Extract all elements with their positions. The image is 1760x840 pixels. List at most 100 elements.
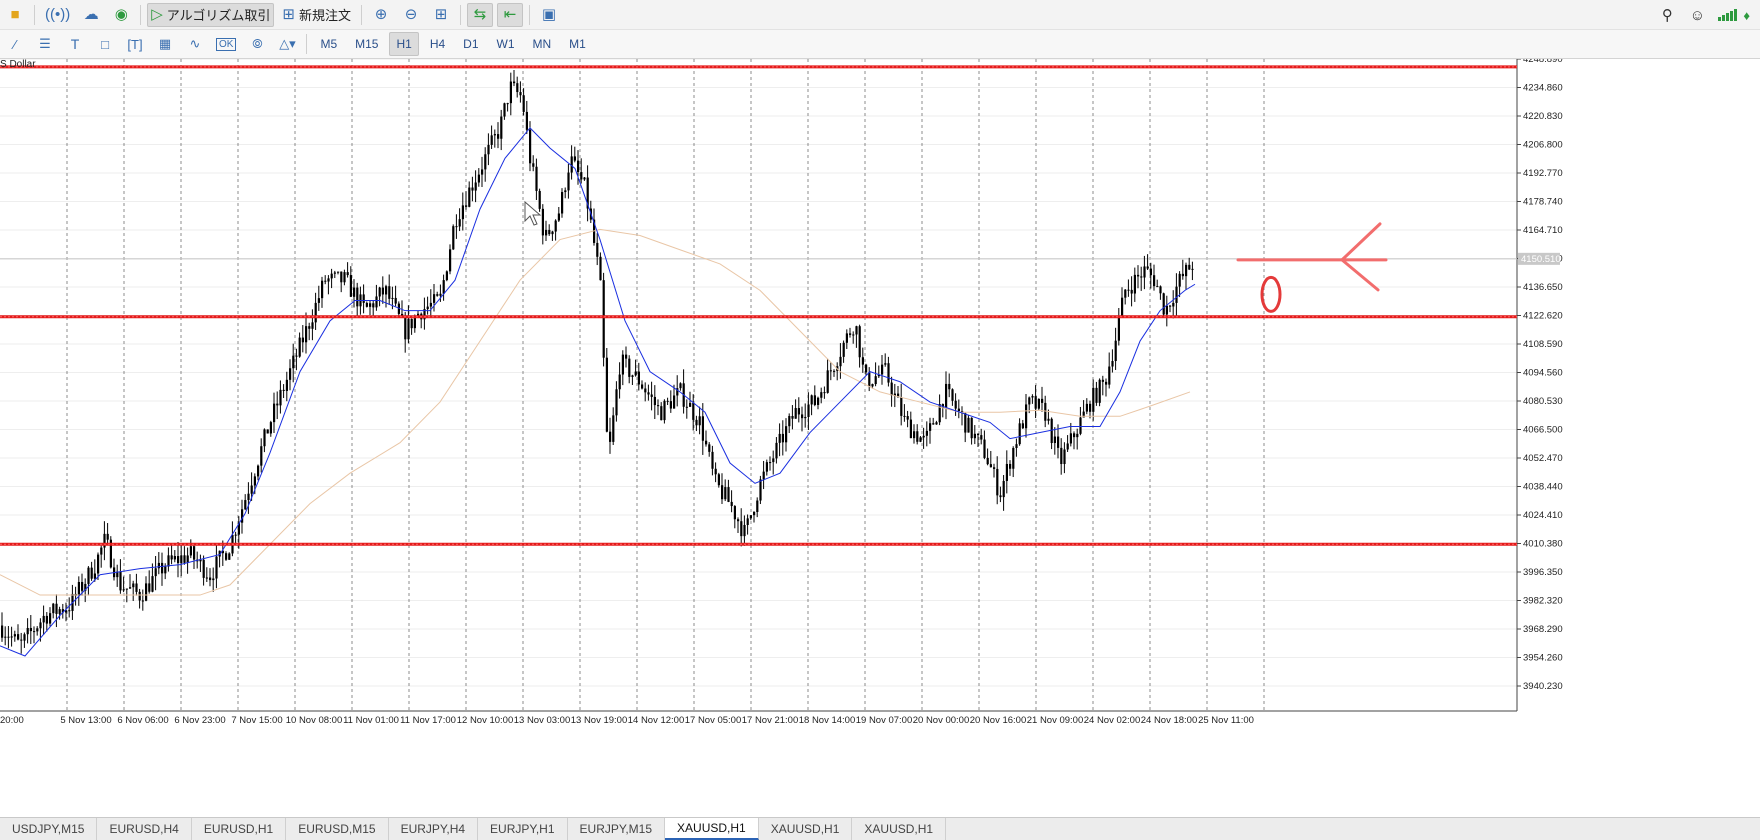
candle-body: [244, 500, 247, 510]
price-tick-label: 3982.320: [1523, 596, 1563, 607]
price-tick-label: 4136.650: [1523, 282, 1563, 293]
price-tick-label: 4038.440: [1523, 482, 1563, 493]
candle-body: [919, 437, 922, 442]
candle-body: [676, 388, 679, 396]
candle-body: [756, 500, 759, 512]
candle-body: [842, 342, 845, 357]
template-button[interactable]: ⦾: [244, 32, 270, 56]
candle-body: [477, 174, 480, 183]
candle-body: [567, 172, 570, 191]
ok-button[interactable]: OK: [212, 32, 240, 56]
vps-button[interactable]: ◉: [108, 3, 134, 27]
candle-body: [929, 423, 932, 431]
screenshot-button[interactable]: ▣: [536, 3, 562, 27]
candle-body: [625, 354, 628, 359]
candle-body: [810, 395, 813, 405]
zoom-in-button[interactable]: ⊕: [368, 3, 394, 27]
chart-tab[interactable]: USDJPY,M15: [0, 818, 98, 840]
lock-button[interactable]: ■: [2, 3, 28, 27]
chart-tab[interactable]: XAUUSD,H1: [759, 818, 853, 840]
timeframe-button-m5[interactable]: M5: [320, 37, 338, 51]
chart-tab[interactable]: EURUSD,H1: [192, 818, 287, 840]
candle-body: [90, 567, 93, 579]
candle-body: [989, 464, 992, 468]
candle-body: [458, 219, 461, 227]
price-tick-label: 4066.500: [1523, 425, 1563, 436]
market-button[interactable]: ☁: [78, 3, 104, 27]
candle-body: [45, 615, 48, 624]
tile-windows-button[interactable]: ⊞: [428, 3, 454, 27]
candle-body: [977, 433, 980, 436]
candle-body: [906, 416, 909, 420]
chart-tab[interactable]: EURUSD,H4: [97, 818, 192, 840]
chart-tab[interactable]: EURJPY,H4: [389, 818, 479, 840]
channel-icon: ☰: [39, 36, 51, 51]
candle-body: [1050, 418, 1053, 444]
candle-body: [490, 135, 493, 145]
candle-body: [81, 581, 84, 591]
candle-body: [599, 256, 602, 281]
chart-shift-button[interactable]: ⇤: [497, 2, 523, 27]
candle-body: [167, 555, 170, 567]
chart-area[interactable]: 4248.890 4234.860 4220.830 4206.800 4192.770…: [0, 59, 1760, 817]
chart-tab[interactable]: EURJPY,M15: [568, 818, 666, 840]
auto-scroll-button[interactable]: ⇆: [467, 2, 493, 27]
chart-tab[interactable]: EURUSD,M15: [286, 818, 389, 840]
candle-body: [916, 431, 919, 442]
candle-body: [967, 417, 970, 433]
annotation-circle: [1260, 275, 1282, 313]
timeframe-button-h4[interactable]: H4: [429, 37, 446, 51]
candle-body: [7, 636, 10, 638]
candle-body: [481, 169, 484, 175]
timeframe-button-h1[interactable]: H1: [389, 32, 419, 56]
account-button[interactable]: ☺: [1684, 3, 1710, 27]
candle-body: [791, 416, 794, 419]
timeframe-button-m15[interactable]: M15: [355, 37, 379, 51]
shapes-dropdown-button[interactable]: △▾: [274, 32, 300, 56]
indicators-button[interactable]: ∿: [182, 32, 208, 56]
timeframe-button-w1[interactable]: W1: [496, 37, 515, 51]
price-tick-label: 4248.890: [1523, 59, 1563, 65]
candle-body: [177, 556, 180, 564]
candle-body: [1034, 396, 1037, 409]
zoom-out-button[interactable]: ⊖: [398, 3, 424, 27]
label-tool-button[interactable]: [T]: [122, 32, 148, 56]
price-tick-label: 3968.290: [1523, 624, 1563, 635]
signals-button[interactable]: ((•)): [41, 3, 74, 27]
candle-body: [212, 578, 215, 581]
candle-body: [753, 511, 756, 516]
candle-body: [727, 487, 730, 502]
candle-body: [487, 144, 490, 155]
chart-tab[interactable]: EURJPY,H1: [478, 818, 568, 840]
timeframe-button-d1[interactable]: D1: [463, 37, 479, 51]
candle-body: [183, 555, 186, 563]
shape-tool-button[interactable]: □: [92, 32, 118, 56]
candle-body: [241, 509, 244, 523]
candle-body: [957, 408, 960, 412]
price-chart[interactable]: 4248.890 4234.860 4220.830 4206.800 4192.770…: [0, 59, 1760, 817]
algo-trading-button[interactable]: ▷ アルゴリズム取引: [147, 2, 275, 27]
candle-body: [1053, 436, 1056, 444]
search-button[interactable]: ⚲: [1654, 3, 1680, 27]
candle-body: [535, 166, 538, 191]
candle-body: [1165, 305, 1168, 315]
text-tool-button[interactable]: T: [62, 32, 88, 56]
rectangle-icon: □: [101, 36, 109, 52]
candle-body: [77, 581, 80, 596]
candle-body: [148, 583, 151, 592]
candle-body: [769, 462, 772, 464]
objects-button[interactable]: ▦: [152, 32, 178, 56]
chart-tab[interactable]: XAUUSD,H1: [852, 818, 947, 840]
candle-body: [580, 172, 583, 180]
channel-tool-button[interactable]: ☰: [32, 32, 58, 56]
candle-body: [452, 226, 455, 250]
timeframe-button-m1[interactable]: M1: [569, 37, 586, 51]
candle-body: [1140, 276, 1143, 278]
candle-body: [129, 587, 132, 589]
candle-body: [407, 318, 410, 340]
new-order-button[interactable]: ⊞ 新規注文: [278, 3, 355, 27]
timeframe-button-mn[interactable]: MN: [532, 37, 552, 51]
line-tool-button[interactable]: ∕: [2, 32, 28, 56]
chart-tab[interactable]: XAUUSD,H1: [665, 818, 759, 840]
candle-body: [109, 539, 112, 568]
